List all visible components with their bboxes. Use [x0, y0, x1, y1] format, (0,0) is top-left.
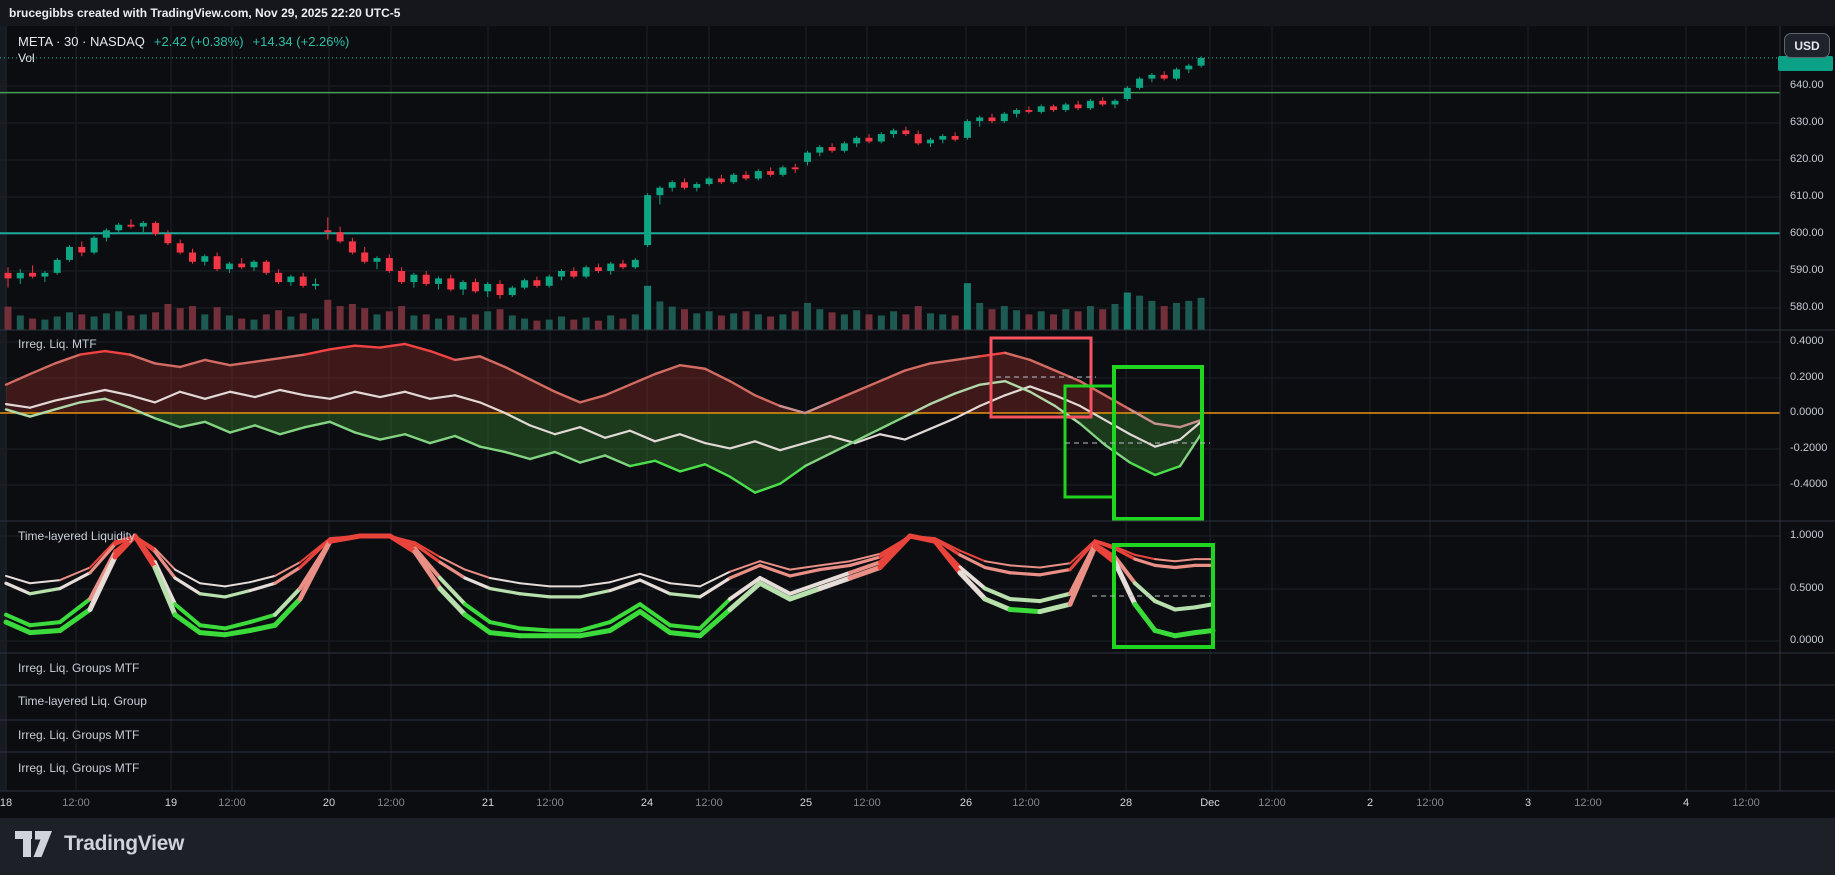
time-label-major: Dec — [1200, 797, 1220, 809]
symbol-change-extended: +14.34 (+2.26%) — [252, 34, 350, 49]
symbol-change: +2.42 (+0.38%) — [153, 34, 244, 49]
time-label-major: 4 — [1682, 797, 1690, 809]
symbol-title[interactable]: META · 30 · NASDAQ — [18, 34, 145, 49]
time-label-major: 18 — [0, 797, 13, 809]
axis-tick-label: -0.4000 — [1790, 478, 1828, 490]
axis-tick-label: 1.0000 — [1790, 529, 1824, 541]
time-label-minor: 12:00 — [1574, 797, 1602, 809]
axis-tick-label: 580.00 — [1790, 301, 1824, 313]
time-label-minor: 12:00 — [536, 797, 564, 809]
time-label-minor: 12:00 — [695, 797, 723, 809]
time-label-major: 26 — [959, 797, 973, 809]
time-label-minor: 12:00 — [1012, 797, 1040, 809]
axis-tick-label: 630.00 — [1790, 116, 1824, 128]
axis-tick-label: 0.5000 — [1790, 582, 1824, 594]
axis-tick-label: 590.00 — [1790, 264, 1824, 276]
currency-usd-button[interactable]: USD — [1784, 33, 1830, 58]
time-label-major: 21 — [481, 797, 495, 809]
time-label-minor: 12:00 — [1732, 797, 1760, 809]
time-label-major: 3 — [1524, 797, 1532, 809]
volume-indicator-label: Vol — [18, 51, 35, 65]
pane-label-collapsed-2: Irreg. Liq. Groups MTF — [18, 728, 140, 742]
time-label-major: 20 — [322, 797, 336, 809]
pane-label-collapsed-0: Irreg. Liq. Groups MTF — [18, 661, 140, 675]
pane-label-collapsed-1: Time-layered Liq. Group — [18, 694, 147, 708]
time-label-minor: 12:00 — [377, 797, 405, 809]
tradingview-logo[interactable]: TradingView — [14, 830, 184, 858]
axis-tick-label: 0.0000 — [1790, 406, 1824, 418]
time-label-major: 25 — [799, 797, 813, 809]
time-label-minor: 12:00 — [62, 797, 90, 809]
chart-canvas[interactable] — [0, 26, 1835, 818]
header-credit: brucegibbs created with TradingView.com,… — [0, 0, 1835, 26]
current-price-label — [1778, 56, 1833, 71]
time-label-minor: 12:00 — [1258, 797, 1286, 809]
pane-label-time-layered-liquidity: Time-layered Liquidity — [18, 529, 135, 543]
axis-tick-label: 0.0000 — [1790, 634, 1824, 646]
time-label-minor: 12:00 — [218, 797, 246, 809]
time-label-major: 24 — [640, 797, 654, 809]
symbol-legend: META · 30 · NASDAQ +2.42 (+0.38%) +14.34 (… — [18, 34, 349, 49]
axis-tick-label: 620.00 — [1790, 153, 1824, 165]
tradingview-logo-icon — [15, 831, 52, 857]
pane-label-collapsed-3: Irreg. Liq. Groups MTF — [18, 761, 140, 775]
time-label-major: 19 — [164, 797, 178, 809]
tradingview-logo-text: TradingView — [64, 832, 185, 855]
time-label-major: 28 — [1119, 797, 1133, 809]
axis-tick-label: 0.4000 — [1790, 335, 1824, 347]
axis-tick-label: 610.00 — [1790, 190, 1824, 202]
time-label-minor: 12:00 — [853, 797, 881, 809]
axis-tick-label: 600.00 — [1790, 227, 1824, 239]
footer-bar: TradingView — [0, 818, 1835, 875]
axis-tick-label: 640.00 — [1790, 79, 1824, 91]
time-label-minor: 12:00 — [1416, 797, 1444, 809]
time-label-major: 2 — [1366, 797, 1374, 809]
axis-tick-label: 0.2000 — [1790, 371, 1824, 383]
axis-tick-label: -0.2000 — [1790, 442, 1828, 454]
pane-label-irreg-liq-mtf: Irreg. Liq. MTF — [18, 337, 97, 351]
